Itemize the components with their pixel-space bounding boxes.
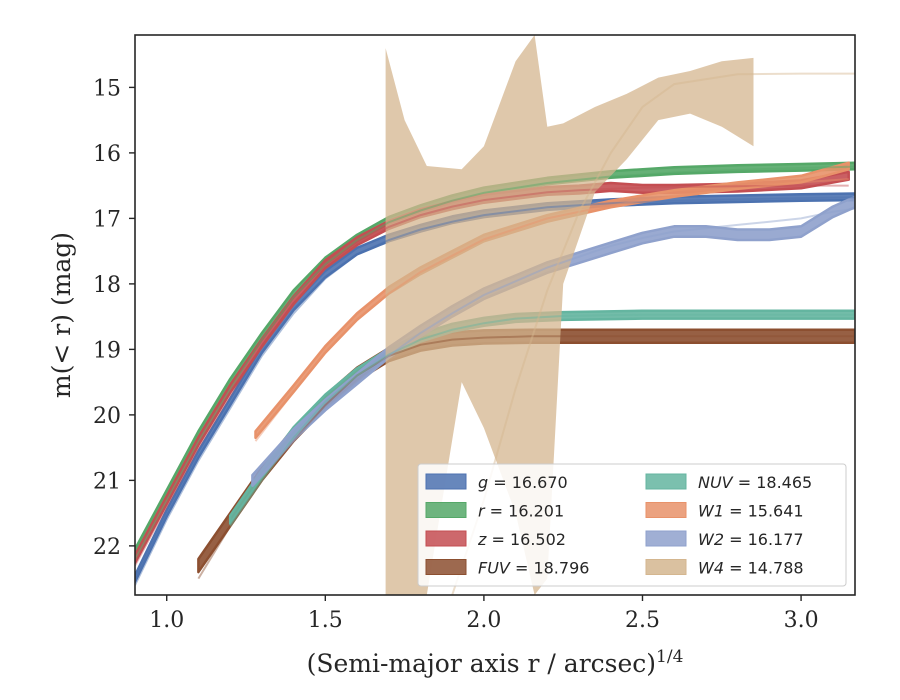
model-curve-g — [135, 196, 855, 586]
y-tick-label: 21 — [93, 469, 121, 494]
x-axis-ticks: 1.0 1.5 2.0 2.5 3.0 — [149, 595, 819, 633]
x-tick-label: 2.0 — [466, 608, 501, 633]
legend-box — [417, 463, 847, 587]
y-tick-label: 22 — [93, 535, 121, 560]
legend-label-g: g = 16.670 — [478, 473, 568, 492]
legend-swatch-nuv — [645, 473, 687, 490]
legend-label-nuv: NUV = 18.465 — [698, 473, 812, 492]
y-tick-label: 15 — [93, 76, 121, 101]
model-curve-w4 — [451, 72, 855, 595]
data-band-g — [135, 192, 855, 584]
data-band-w4 — [385, 35, 754, 595]
y-axis-label: m(< r) (mag) — [47, 232, 76, 398]
model-curve-z — [135, 184, 849, 566]
legend-entries: g = 16.670 r = 16.201 z = 16.502 FUV = 18.7… — [425, 473, 812, 578]
legend-swatch-r — [425, 502, 467, 518]
legend-label-z: z = 16.502 — [477, 530, 566, 549]
model-curve-nuv — [229, 313, 855, 527]
x-axis-label: (Semi-major axis r / arcsec)1/4 — [307, 647, 684, 678]
legend-label-w2: W2 = 16.177 — [698, 530, 804, 549]
legend-swatch-fuv — [425, 559, 467, 575]
x-tick-label: 3.0 — [784, 608, 819, 633]
legend-swatch-w2 — [645, 530, 687, 547]
data-band-z — [135, 170, 850, 565]
y-axis-ticks: 15 16 17 18 19 20 21 22 — [93, 76, 135, 560]
legend-label-w1: W1 = 15.641 — [698, 502, 804, 521]
legend: g = 16.670 r = 16.201 z = 16.502 FUV = 18.7… — [417, 463, 847, 587]
legend-swatch-w1 — [645, 502, 687, 518]
x-tick-label: 1.5 — [308, 608, 343, 633]
legend-swatch-z — [425, 530, 467, 547]
error-bands — [135, 35, 855, 595]
y-tick-label: 16 — [93, 142, 121, 167]
model-curve-w1 — [254, 178, 849, 442]
legend-label-w4: W4 = 14.788 — [698, 559, 804, 578]
model-curve-fuv — [197, 335, 855, 580]
y-tick-label: 19 — [93, 338, 121, 363]
y-tick-label: 17 — [93, 207, 121, 232]
legend-label-r: r = 16.201 — [478, 502, 564, 521]
x-tick-label: 1.0 — [149, 608, 184, 633]
model-curve-r — [135, 165, 855, 560]
model-curve-w2 — [251, 207, 855, 488]
plot-area — [135, 35, 855, 595]
model-curves — [135, 72, 855, 595]
x-tick-label: 2.5 — [625, 608, 660, 633]
legend-swatch-w4 — [645, 559, 687, 575]
plot-frame — [134, 34, 856, 596]
legend-swatch-g — [425, 473, 467, 490]
y-tick-label: 20 — [93, 404, 121, 429]
legend-label-fuv: FUV = 18.796 — [478, 559, 589, 578]
y-tick-label: 18 — [93, 273, 121, 298]
